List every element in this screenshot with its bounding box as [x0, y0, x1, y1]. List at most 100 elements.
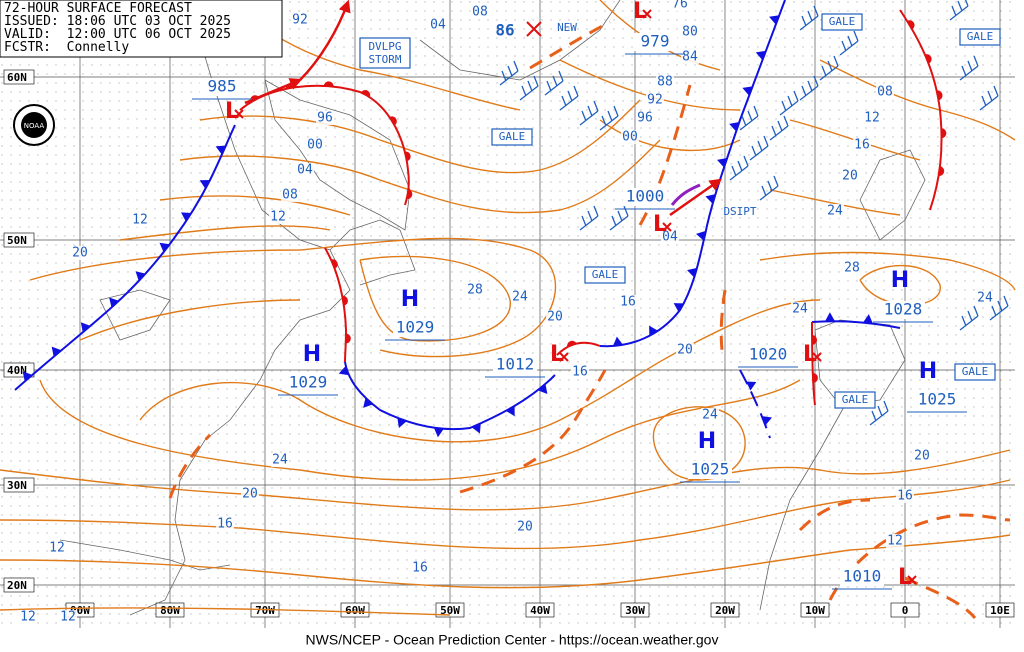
cold-front-triangle: [397, 417, 407, 428]
noaa-logo: NOAA: [13, 104, 55, 146]
isobar-label: 84: [682, 50, 698, 65]
pressure-label-bg: [393, 319, 437, 337]
isobar-label: 20: [842, 169, 858, 184]
cold-front-triangle: [537, 383, 548, 395]
isobar-label: 20: [72, 246, 88, 261]
motion-arrow: [299, 0, 351, 81]
isobar-label: 80: [682, 25, 698, 40]
isobar-label-bg: [471, 5, 489, 19]
isobar-label-bg: [701, 408, 719, 422]
isobar-label: 24: [792, 302, 808, 317]
longitude-label: 40W: [530, 604, 550, 617]
wind-barb: [559, 85, 579, 111]
warm-front-semicircle: [404, 151, 411, 162]
cold-front-triangle: [199, 179, 211, 189]
isobar-label-bg: [681, 50, 699, 64]
wind-barb: [739, 105, 759, 131]
isobar-label-bg: [546, 310, 564, 324]
cold-front: [599, 0, 786, 348]
isobar-label-bg: [671, 0, 689, 11]
wind-barbs: [499, 0, 1009, 426]
isobar-label-bg: [316, 111, 334, 125]
high-symbol: H: [698, 429, 716, 454]
isobar-label-bg: [661, 230, 679, 244]
pressure-label-bg: [493, 356, 537, 374]
warm-front-semicircle: [323, 81, 334, 87]
longitude-label: 80W: [160, 604, 180, 617]
lat-label-bg: [3, 69, 35, 85]
longitude-label: 60W: [345, 604, 365, 617]
cold-front-triangle: [769, 15, 780, 25]
wind-barb: [839, 30, 859, 56]
latitude-label: 20N: [7, 579, 27, 592]
gale-label: GALE: [499, 130, 526, 143]
warm-front-semicircle: [812, 334, 818, 345]
cold-front-triangle: [471, 423, 481, 434]
isobar-label: 88: [657, 75, 673, 90]
isobar-label: 12: [887, 534, 903, 549]
isobar-label-bg: [269, 210, 287, 224]
isobar-label: 16: [854, 138, 870, 153]
high-symbol: H: [919, 359, 937, 384]
wind-barb: [869, 400, 889, 426]
isobar-label: 12: [864, 111, 880, 126]
isobar-label-bg: [571, 365, 589, 379]
storm-label: STORM: [368, 53, 401, 66]
wind-barb: [499, 60, 519, 86]
wind-barb: [959, 305, 979, 331]
pressure-label: 1025: [691, 460, 730, 479]
isobar-label-bg: [876, 85, 894, 99]
cold-front-triangle: [755, 50, 766, 61]
warm-front-semicircle: [250, 95, 260, 103]
cold-front-triangle: [22, 371, 33, 382]
low-center-x: [907, 575, 917, 585]
isobar-label: 20: [517, 520, 533, 535]
pressure-label-bg: [623, 188, 667, 206]
lat-label-bg: [3, 577, 35, 593]
warm-front: [899, 9, 943, 211]
isobar-label-bg: [886, 534, 904, 548]
pressure-label-bg: [746, 346, 790, 364]
isobar-label-bg: [511, 290, 529, 304]
isobar-label-bg: [281, 188, 299, 202]
occluded-front: [670, 183, 701, 206]
new-low: 86 NEW: [495, 21, 577, 40]
isobar-label: 20: [242, 487, 258, 502]
header: 72-HOUR SURFACE FORECAST ISSUED: 18:06 U…: [0, 0, 283, 58]
pressure-label: 1020: [749, 345, 788, 364]
pressure-label: 1000: [626, 187, 665, 206]
lon-label-bg: [985, 602, 1015, 618]
footer-band: [0, 628, 1024, 652]
isobar-label: 04: [662, 230, 678, 245]
gale-label: GALE: [962, 365, 989, 378]
isobar-label: 20: [914, 449, 930, 464]
cold-front-triangle: [705, 194, 716, 204]
pressure-label-bg: [633, 33, 677, 51]
cold-front-triangle: [761, 416, 772, 426]
isobar-label: 92: [647, 93, 663, 108]
isobar-label: 00: [307, 138, 323, 153]
gale-box: [959, 28, 1001, 46]
pressure-label: 979: [641, 32, 670, 51]
wind-barb: [729, 155, 749, 181]
low-center-x: [559, 352, 569, 362]
warm-front-semicircle: [936, 90, 943, 101]
isobar-label: 12: [270, 210, 286, 225]
pressure-label: 985: [208, 77, 237, 96]
motion-arrow: [669, 178, 723, 217]
new-low-marker: [526, 21, 542, 37]
cold-front-triangle: [135, 271, 146, 281]
pressure-label: 1012: [496, 355, 535, 374]
low-center-x: [812, 352, 822, 362]
wind-barb: [579, 205, 599, 231]
pressure-label-bg: [200, 78, 244, 96]
warm-front-semicircle: [941, 128, 947, 139]
pressure-label-bg: [286, 374, 330, 392]
lat-label-bg: [3, 232, 35, 248]
wind-barb: [544, 70, 564, 96]
isobar-label-bg: [429, 18, 447, 32]
new-label: NEW: [557, 21, 577, 34]
isobar-label-bg: [843, 261, 861, 275]
header-valid: VALID: 12:00 UTC 06 OCT 2025: [4, 27, 231, 42]
warm-front-semicircle: [924, 54, 932, 64]
